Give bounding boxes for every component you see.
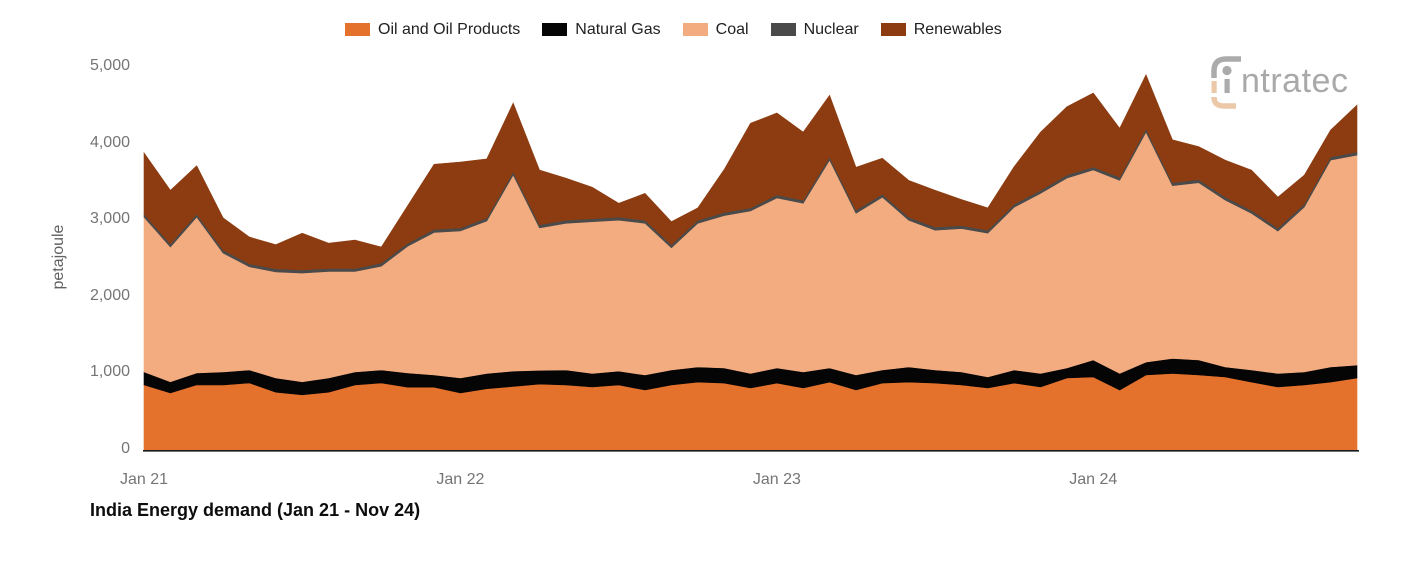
y-tick-label-3000: 3,000 <box>89 210 130 228</box>
x-tick-label-jan-23: Jan 23 <box>752 471 801 488</box>
x-tick-label-jan-21: Jan 21 <box>119 471 169 488</box>
legend-item-gas[interactable]: Natural Gas <box>542 20 661 39</box>
intratec-logo-text: ntratec <box>1241 62 1349 100</box>
x-tick-label-jan-22: Jan 22 <box>436 471 485 488</box>
x-tick-label-jan-24: Jan 24 <box>1069 471 1118 488</box>
y-tick-label-2000: 2,000 <box>89 286 130 304</box>
legend-swatch-gas <box>542 23 568 36</box>
legend-swatch-nuclear <box>770 23 796 36</box>
area-renewables <box>143 73 1358 271</box>
legend-swatch-coal <box>682 23 708 36</box>
intratec-logo-icon <box>1211 56 1241 109</box>
legend-item-nuclear[interactable]: Nuclear <box>770 20 859 39</box>
legend-item-renewables[interactable]: Renewables <box>880 20 1002 39</box>
y-tick-label-1000: 1,000 <box>89 363 130 381</box>
legend-label-renewables: Renewables <box>913 21 1002 38</box>
legend-label-gas: Natural Gas <box>575 21 661 38</box>
chart-title: India Energy demand (Jan 21 - Nov 24) <box>90 500 421 520</box>
legend-item-coal[interactable]: Coal <box>682 20 749 39</box>
legend: Oil and Oil Products Natural Gas Coal Nucle… <box>345 20 1002 39</box>
legend-item-oil[interactable]: Oil and Oil Products <box>345 20 520 39</box>
y-tick-label-5000: 5,000 <box>89 57 130 74</box>
intratec-logo: ntratec <box>1203 52 1348 110</box>
legend-swatch-oil <box>345 23 370 36</box>
y-tick-label-0: 0 <box>121 440 130 457</box>
legend-swatch-renewables <box>880 23 906 36</box>
legend-label-oil: Oil and Oil Products <box>378 21 521 38</box>
legend-label-nuclear: Nuclear <box>803 21 859 38</box>
y-tick-label-4000: 4,000 <box>89 133 130 151</box>
legend-label-coal: Coal <box>715 21 749 38</box>
